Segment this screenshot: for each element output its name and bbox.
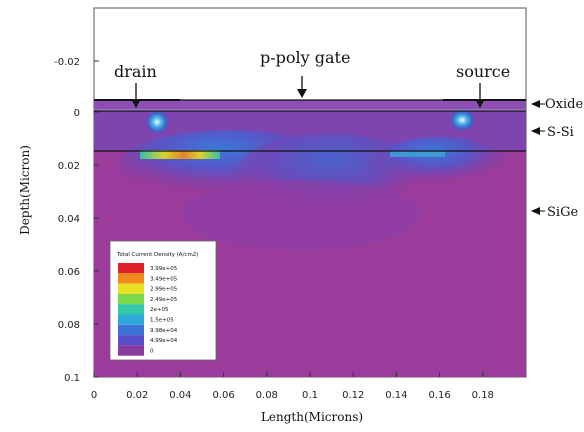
legend-value: 2.49e+05: [150, 297, 178, 303]
x-axis: 0 0.02 0.04 0.06 0.08 0.1 0.12 0.14 0.16 0.18: [91, 372, 494, 401]
legend-swatch: [118, 283, 144, 294]
drain-spot: [144, 109, 170, 135]
oxide-label: Oxide: [545, 97, 583, 112]
legend-swatch: [118, 324, 144, 336]
y-tick-label: 0.1: [64, 373, 80, 384]
x-tick-label: 0.08: [256, 390, 278, 401]
legend-swatch: [118, 304, 144, 315]
drain-label: drain: [114, 62, 157, 81]
legend-value: 2e+05: [150, 307, 169, 313]
x-tick-label: 0.14: [385, 390, 407, 401]
legend-swatch: [118, 263, 144, 274]
legend-swatch: [118, 273, 144, 284]
x-tick-label: 0.18: [472, 390, 494, 401]
x-tick-label: 0.16: [428, 390, 450, 401]
x-tick-label: 0.12: [342, 390, 364, 401]
source-spot: [448, 108, 476, 132]
gate-arrowhead: [297, 89, 307, 98]
legend-swatch: [118, 335, 144, 346]
oxide-layer: [94, 100, 526, 111]
gate-label: p-poly gate: [260, 48, 350, 67]
deep-contour: [180, 180, 420, 250]
y-axis-title: Depth(Micron): [18, 145, 32, 235]
legend-value: 3.49e+05: [150, 276, 178, 282]
x-tick-label: 0.06: [212, 390, 234, 401]
x-tick-label: 0.02: [126, 390, 148, 401]
legend-swatch: [118, 314, 144, 325]
channel-streak-right: [390, 151, 445, 157]
sige-label: SiGe: [547, 205, 578, 220]
legend-title: Total Current Density (A/cm2): [116, 252, 198, 258]
y-tick-label: 0.06: [58, 267, 80, 278]
source-arrowhead: [475, 99, 485, 108]
drain-arrowhead: [131, 99, 141, 108]
legend-value: 4.99e+04: [150, 338, 178, 344]
y-axis: -0.02 0 0.02 0.04 0.06 0.08 0.1: [54, 57, 99, 384]
ssi-pointer: [531, 127, 540, 135]
sige-pointer: [531, 207, 540, 215]
x-axis-title: Length(Microns): [261, 410, 363, 424]
right-contour: [370, 137, 510, 193]
y-tick-label: 0.02: [58, 161, 80, 172]
legend-entries: 3.99e+05 3.49e+05 2.99e+05 2.49e+05 2e+05 1.5…: [118, 263, 178, 356]
x-tick-label: 0.04: [169, 390, 191, 401]
legend-swatch: [118, 293, 144, 305]
x-tick-label: 0.1: [302, 390, 318, 401]
legend-value: 9.98e+04: [150, 328, 178, 334]
y-tick-label: 0.08: [58, 320, 80, 331]
y-tick-label: -0.02: [54, 57, 80, 68]
legend: Total Current Density (A/cm2) 3.99e+053.…: [109, 240, 217, 361]
y-tick-label: 0.04: [58, 214, 80, 225]
legend-value: 3.99e+05: [150, 266, 178, 272]
legend-swatch: [118, 345, 144, 356]
current-density-map: [94, 100, 526, 250]
ssi-label: S-Si: [547, 125, 574, 140]
y-tick-label: 0: [74, 108, 80, 119]
oxide-pointer: [531, 100, 540, 108]
legend-value: 0: [150, 348, 154, 354]
legend-value: 2.99e+05: [150, 287, 178, 293]
x-tick-label: 0: [91, 390, 97, 401]
channel-hotspot: [140, 150, 220, 159]
legend-value: 1.5e+05: [150, 318, 174, 324]
source-label: source: [456, 62, 510, 81]
